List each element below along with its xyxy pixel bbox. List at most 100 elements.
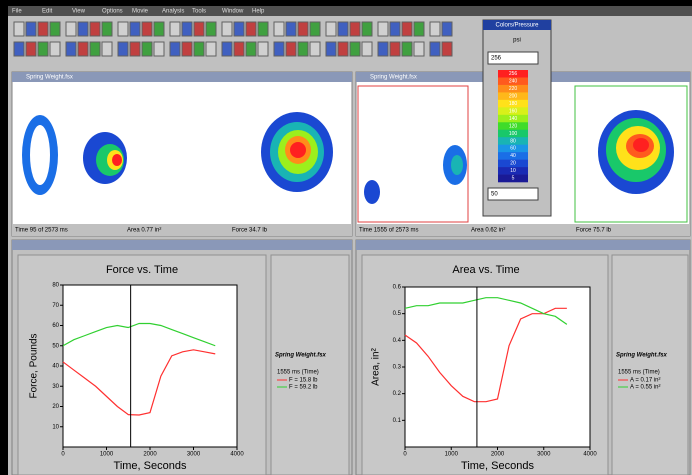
menu-item[interactable]: Options [102, 9, 123, 15]
toolbar-button[interactable] [26, 42, 36, 56]
toolbar-button[interactable] [274, 42, 284, 56]
toolbar-button[interactable] [298, 42, 308, 56]
toolbar-button[interactable] [326, 22, 336, 36]
toolbar-button[interactable] [50, 42, 60, 56]
toolbar-button[interactable] [118, 42, 128, 56]
toolbar-button[interactable] [362, 42, 372, 56]
menu-item[interactable]: Help [252, 9, 265, 15]
toolbar-button[interactable] [338, 42, 348, 56]
menu-item[interactable]: Analysis [162, 9, 184, 15]
toolbar-button[interactable] [90, 42, 100, 56]
toolbar-button[interactable] [246, 42, 256, 56]
x-tick-label: 1000 [100, 452, 114, 458]
toolbar-button[interactable] [130, 22, 140, 36]
toolbar-button[interactable] [338, 22, 348, 36]
toolbar-button[interactable] [170, 22, 180, 36]
x-tick-label: 4000 [230, 452, 244, 458]
y-tick-label: 20 [52, 404, 59, 410]
chart-title: Force vs. Time [106, 264, 178, 276]
color-label: 160 [509, 108, 518, 114]
toolbar-button[interactable] [222, 42, 232, 56]
toolbar-button[interactable] [154, 22, 164, 36]
toolbar-button[interactable] [182, 42, 192, 56]
toolbar-button[interactable] [442, 22, 452, 36]
toolbar-button[interactable] [206, 22, 216, 36]
y-tick-label: 40 [52, 364, 59, 370]
toolbar-button[interactable] [142, 42, 152, 56]
toolbar-button[interactable] [274, 22, 284, 36]
toolbar-button[interactable] [90, 22, 100, 36]
toolbar-button[interactable] [26, 22, 36, 36]
toolbar-button[interactable] [222, 22, 232, 36]
toolbar-button[interactable] [170, 42, 180, 56]
toolbar-button[interactable] [234, 42, 244, 56]
toolbar-button[interactable] [310, 42, 320, 56]
toolbar-button[interactable] [414, 22, 424, 36]
toolbar-button[interactable] [38, 22, 48, 36]
unit-label: psi [513, 38, 521, 44]
y-axis-label: Force, Pounds [29, 333, 40, 398]
toolbar-button[interactable] [350, 22, 360, 36]
toolbar-button[interactable] [194, 42, 204, 56]
toolbar-button[interactable] [130, 42, 140, 56]
legend-panel [612, 255, 688, 475]
menu-item[interactable]: Edit [42, 9, 53, 15]
toolbar-button[interactable] [286, 22, 296, 36]
toolbar-button[interactable] [118, 22, 128, 36]
x-tick-label: 3000 [537, 452, 551, 458]
toolbar-button[interactable] [310, 22, 320, 36]
toolbar-button[interactable] [102, 42, 112, 56]
menu-item[interactable]: Window [222, 9, 244, 15]
toolbar-button[interactable] [78, 22, 88, 36]
legend-title: Spring Weight.fsx [275, 353, 327, 359]
toolbar-button[interactable] [362, 22, 372, 36]
pressure-blob [112, 154, 122, 166]
toolbar-button[interactable] [390, 42, 400, 56]
toolbar-button[interactable] [378, 22, 388, 36]
toolbar-button[interactable] [350, 42, 360, 56]
toolbar-button[interactable] [326, 42, 336, 56]
toolbar-button[interactable] [442, 42, 452, 56]
toolbar-button[interactable] [14, 22, 24, 36]
toolbar-button[interactable] [414, 42, 424, 56]
toolbar-button[interactable] [206, 42, 216, 56]
toolbar-button[interactable] [246, 22, 256, 36]
toolbar-button[interactable] [78, 42, 88, 56]
toolbar-button[interactable] [194, 22, 204, 36]
toolbar-button[interactable] [430, 42, 440, 56]
toolbar-button[interactable] [66, 22, 76, 36]
toolbar-button[interactable] [50, 22, 60, 36]
status-text: Force 75.7 lb [576, 228, 612, 234]
x-tick-label: 2000 [491, 452, 505, 458]
cursor-label: 1555 ms (Time) [277, 370, 319, 376]
toolbar-button[interactable] [258, 22, 268, 36]
toolbar-button[interactable] [38, 42, 48, 56]
menu-item[interactable]: Movie [132, 9, 149, 15]
toolbar-button[interactable] [402, 22, 412, 36]
toolbar-button[interactable] [182, 22, 192, 36]
color-label: 40 [510, 153, 516, 159]
toolbar-button[interactable] [66, 42, 76, 56]
menu: File Edit View Options Movie Analysis Tools Win… [12, 9, 265, 15]
plot-area [405, 287, 590, 447]
toolbar-button[interactable] [390, 22, 400, 36]
toolbar-button[interactable] [14, 42, 24, 56]
toolbar-button[interactable] [258, 42, 268, 56]
menu-item[interactable]: File [12, 9, 22, 15]
x-axis-label: Time, Seconds [461, 460, 534, 472]
color-label: 200 [509, 93, 518, 99]
menu-item[interactable]: Tools [192, 9, 206, 15]
toolbar-button[interactable] [154, 42, 164, 56]
toolbar-button[interactable] [378, 42, 388, 56]
color-label: 20 [510, 161, 516, 167]
toolbar-button[interactable] [402, 42, 412, 56]
toolbar-button[interactable] [298, 22, 308, 36]
y-tick-label: 0.3 [393, 365, 402, 371]
menu-item[interactable]: View [72, 9, 86, 15]
toolbar-button[interactable] [430, 22, 440, 36]
toolbar-button[interactable] [102, 22, 112, 36]
toolbar-button[interactable] [234, 22, 244, 36]
toolbar-button[interactable] [286, 42, 296, 56]
plot-area [63, 285, 237, 447]
toolbar-button[interactable] [142, 22, 152, 36]
